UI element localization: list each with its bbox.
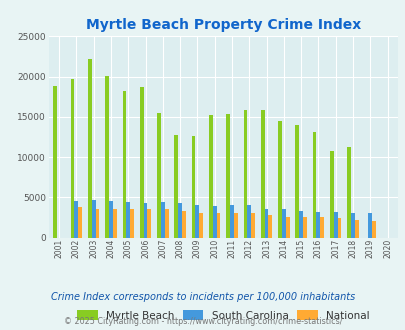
Bar [298, 211, 302, 238]
Bar [333, 212, 337, 238]
Bar [251, 214, 254, 238]
Bar [74, 201, 78, 238]
Bar [243, 110, 247, 238]
Bar [320, 217, 323, 238]
Bar [92, 200, 95, 238]
Bar [195, 205, 199, 238]
Bar [199, 213, 202, 238]
Bar [181, 211, 185, 238]
Bar [95, 209, 99, 238]
Bar [367, 214, 371, 238]
Bar [122, 91, 126, 238]
Text: © 2025 CityRating.com - https://www.cityrating.com/crime-statistics/: © 2025 CityRating.com - https://www.city… [64, 317, 341, 326]
Bar [277, 121, 281, 238]
Bar [191, 136, 195, 238]
Bar [295, 125, 298, 238]
Bar [247, 205, 251, 238]
Bar [216, 214, 220, 238]
Bar [350, 213, 354, 238]
Bar [164, 210, 168, 238]
Bar [233, 214, 237, 238]
Bar [160, 202, 164, 238]
Bar [70, 79, 74, 238]
Bar [178, 203, 181, 238]
Bar [143, 203, 147, 238]
Bar [212, 206, 216, 238]
Bar [337, 218, 341, 238]
Bar [281, 210, 285, 238]
Bar [109, 201, 113, 238]
Bar [312, 132, 315, 238]
Bar [209, 115, 212, 238]
Bar [126, 202, 130, 238]
Bar [174, 135, 178, 238]
Title: Myrtle Beach Property Crime Index: Myrtle Beach Property Crime Index [85, 18, 360, 32]
Bar [329, 151, 333, 238]
Bar [226, 114, 230, 238]
Bar [315, 212, 320, 238]
Bar [354, 220, 358, 238]
Bar [130, 210, 134, 238]
Bar [302, 217, 306, 238]
Bar [88, 59, 92, 238]
Bar [230, 205, 233, 238]
Bar [113, 209, 116, 238]
Bar [105, 76, 109, 238]
Text: Crime Index corresponds to incidents per 100,000 inhabitants: Crime Index corresponds to incidents per… [51, 292, 354, 302]
Bar [371, 221, 375, 238]
Legend: Myrtle Beach, South Carolina, National: Myrtle Beach, South Carolina, National [73, 307, 372, 324]
Bar [346, 147, 350, 238]
Bar [268, 215, 271, 238]
Bar [157, 113, 160, 238]
Bar [78, 207, 82, 238]
Bar [264, 209, 268, 238]
Bar [260, 110, 264, 238]
Bar [285, 217, 289, 238]
Bar [139, 87, 143, 238]
Bar [147, 209, 151, 238]
Bar [53, 86, 57, 238]
